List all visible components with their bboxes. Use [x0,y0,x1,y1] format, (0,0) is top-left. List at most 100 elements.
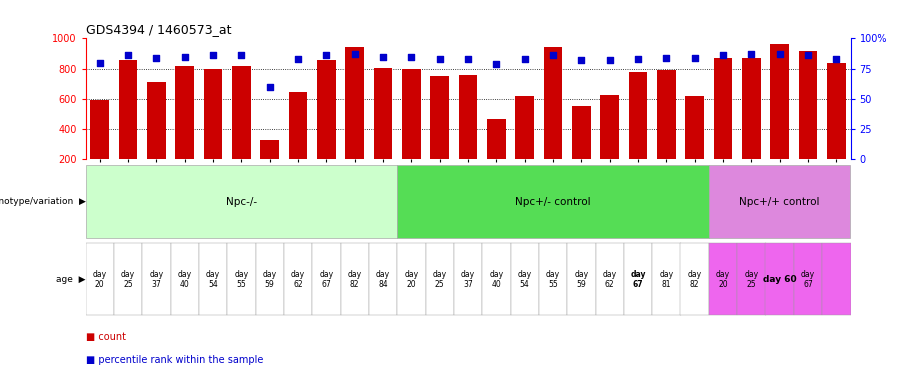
Bar [709,165,850,238]
Text: day
25: day 25 [433,270,446,289]
Point [518,56,532,62]
Bar [510,243,539,315]
Text: day
40: day 40 [490,270,503,289]
Bar [516,96,534,190]
Bar [827,63,845,190]
Point [263,84,277,90]
Text: day
67: day 67 [801,270,815,289]
Point [489,61,503,67]
Text: day
62: day 62 [291,270,305,289]
Bar [119,60,137,190]
Bar [113,243,142,315]
Point [602,57,616,63]
Bar [487,119,506,190]
Bar [284,243,312,315]
Text: ■ percentile rank within the sample: ■ percentile rank within the sample [86,355,263,365]
Bar [680,243,709,315]
Point [433,56,447,62]
Text: day
59: day 59 [574,270,589,289]
Bar [374,68,392,190]
Text: day
59: day 59 [263,270,276,289]
Bar [289,92,307,190]
Text: age  ▶: age ▶ [56,275,86,284]
Point [688,55,702,61]
Text: day
82: day 82 [688,270,702,289]
Text: day
54: day 54 [518,270,532,289]
Bar [227,243,256,315]
Bar [567,243,596,315]
Point [206,52,220,58]
Bar [652,243,680,315]
Text: Npc+/- control: Npc+/- control [515,197,590,207]
Bar [596,243,624,315]
Text: day
37: day 37 [461,270,475,289]
Bar [426,243,454,315]
Point [177,53,192,60]
Bar [199,243,227,315]
Point [631,56,645,62]
Text: day
20: day 20 [716,270,730,289]
Bar [799,51,817,190]
Bar [823,243,850,315]
Bar [770,45,789,190]
Bar [794,243,823,315]
Point [320,52,334,58]
Text: day
62: day 62 [603,270,616,289]
Bar [482,243,510,315]
Text: day
67: day 67 [630,270,645,289]
Text: day
25: day 25 [744,270,759,289]
Bar [346,48,364,190]
Bar [714,58,733,190]
Bar [454,243,482,315]
Bar [91,100,109,190]
Bar [369,243,397,315]
Text: day
81: day 81 [660,270,673,289]
Bar [142,243,170,315]
Text: day
37: day 37 [149,270,164,289]
Point [744,51,759,57]
Text: ■ count: ■ count [86,332,125,342]
Bar [147,82,166,190]
Bar [657,70,676,190]
Point [291,56,305,62]
Text: day
20: day 20 [404,270,419,289]
Bar [737,243,766,315]
Text: day
84: day 84 [376,270,390,289]
Bar [459,74,477,190]
Bar [544,48,562,190]
Point [93,60,107,66]
Point [376,53,391,60]
Text: day
54: day 54 [206,270,220,289]
Bar [232,66,250,190]
Point [574,57,589,63]
Text: day
20: day 20 [93,270,107,289]
Bar [686,96,704,190]
Point [659,55,673,61]
Point [461,56,475,62]
Bar [256,243,284,315]
Bar [170,243,199,315]
Bar [742,58,760,190]
Bar [86,243,113,315]
Bar [402,69,420,190]
Point [234,52,248,58]
Bar [397,243,426,315]
Text: day
40: day 40 [177,270,192,289]
Bar [312,243,340,315]
Bar [624,243,652,315]
Bar [397,165,709,238]
Point [545,52,560,58]
Text: day
55: day 55 [234,270,248,289]
Bar [766,243,794,315]
Point [121,52,135,58]
Text: genotype/variation  ▶: genotype/variation ▶ [0,197,86,206]
Text: day
25: day 25 [121,270,135,289]
Text: Npc-/-: Npc-/- [226,197,256,207]
Point [829,56,843,62]
Text: Npc+/+ control: Npc+/+ control [740,197,820,207]
Bar [317,60,336,190]
Bar [629,72,647,190]
Bar [430,76,449,190]
Text: GDS4394 / 1460573_at: GDS4394 / 1460573_at [86,23,231,36]
Bar [709,243,737,315]
